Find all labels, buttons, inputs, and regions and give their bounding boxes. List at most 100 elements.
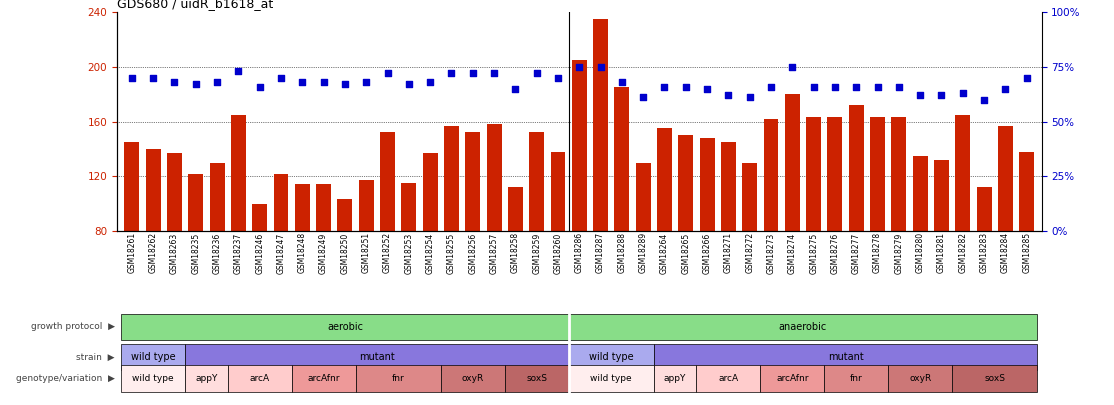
Bar <box>828 117 842 231</box>
Point <box>123 75 140 81</box>
Point <box>825 83 843 90</box>
Point <box>741 94 759 101</box>
Bar <box>952 365 1037 392</box>
Bar <box>807 117 821 231</box>
Text: wild type: wild type <box>589 352 634 362</box>
Text: mutant: mutant <box>828 352 863 362</box>
Bar <box>696 365 761 392</box>
Text: fnr: fnr <box>392 374 404 384</box>
Bar <box>888 365 952 392</box>
Bar <box>654 343 1037 371</box>
Text: arcA: arcA <box>719 374 739 384</box>
Point <box>848 83 866 90</box>
Bar <box>678 135 693 231</box>
Bar <box>185 365 227 392</box>
Point <box>869 83 887 90</box>
Point <box>315 79 333 85</box>
Point <box>634 94 652 101</box>
Bar <box>125 142 139 231</box>
Point <box>379 70 397 77</box>
Bar <box>316 184 331 231</box>
Point <box>528 70 546 77</box>
Point <box>975 96 993 103</box>
Text: GDS680 / uidR_b1618_at: GDS680 / uidR_b1618_at <box>117 0 273 10</box>
Point <box>251 83 268 90</box>
Bar <box>870 117 885 231</box>
Bar <box>763 119 779 231</box>
Text: soxS: soxS <box>526 374 547 384</box>
Point <box>890 83 908 90</box>
Bar <box>422 153 438 231</box>
Point <box>570 64 588 70</box>
Point <box>655 83 673 90</box>
Text: arcAfnr: arcAfnr <box>307 374 340 384</box>
Bar <box>721 142 736 231</box>
Text: soxS: soxS <box>985 374 1005 384</box>
Bar <box>355 365 441 392</box>
Point <box>463 70 481 77</box>
Bar <box>761 365 824 392</box>
Point <box>336 81 354 87</box>
Bar <box>571 60 587 231</box>
Text: arcAfnr: arcAfnr <box>776 374 809 384</box>
Point <box>293 79 311 85</box>
Point <box>592 64 609 70</box>
Bar <box>568 313 1037 340</box>
Point <box>442 70 460 77</box>
Point <box>783 64 801 70</box>
Bar <box>444 126 459 231</box>
Point <box>145 75 163 81</box>
Bar <box>252 204 267 231</box>
Bar <box>466 132 480 231</box>
Bar <box>657 128 672 231</box>
Bar <box>185 343 568 371</box>
Point <box>208 79 226 85</box>
Bar <box>568 343 654 371</box>
Text: strain  ▶: strain ▶ <box>76 352 115 361</box>
Point <box>229 68 247 75</box>
Bar <box>824 365 888 392</box>
Bar <box>121 365 185 392</box>
Point <box>932 92 950 98</box>
Point <box>613 79 631 85</box>
Text: oxyR: oxyR <box>461 374 483 384</box>
Bar <box>231 115 246 231</box>
Text: fnr: fnr <box>850 374 862 384</box>
Point <box>507 85 525 92</box>
Bar <box>295 184 310 231</box>
Point <box>166 79 184 85</box>
Text: appY: appY <box>195 374 217 384</box>
Bar <box>849 105 863 231</box>
Bar <box>401 183 417 231</box>
Bar <box>934 160 949 231</box>
Text: anaerobic: anaerobic <box>779 322 827 332</box>
Point <box>187 81 205 87</box>
Point <box>400 81 418 87</box>
Point <box>911 92 929 98</box>
Bar <box>593 19 608 231</box>
Point <box>996 85 1014 92</box>
Bar <box>121 343 185 371</box>
Text: wild type: wild type <box>130 352 176 362</box>
Bar <box>380 132 395 231</box>
Text: aerobic: aerobic <box>326 322 363 332</box>
Text: appY: appY <box>664 374 686 384</box>
Bar <box>615 87 629 231</box>
Point <box>762 83 780 90</box>
Point <box>804 83 822 90</box>
Bar <box>146 149 160 231</box>
Bar <box>742 162 758 231</box>
Bar <box>508 187 522 231</box>
Text: mutant: mutant <box>359 352 394 362</box>
Bar <box>912 156 928 231</box>
Bar <box>700 138 714 231</box>
Bar <box>529 132 544 231</box>
Point <box>677 83 695 90</box>
Bar <box>121 313 568 340</box>
Bar <box>209 162 225 231</box>
Bar <box>274 173 289 231</box>
Bar <box>359 180 373 231</box>
Bar <box>441 365 505 392</box>
Text: oxyR: oxyR <box>909 374 931 384</box>
Bar <box>1019 151 1034 231</box>
